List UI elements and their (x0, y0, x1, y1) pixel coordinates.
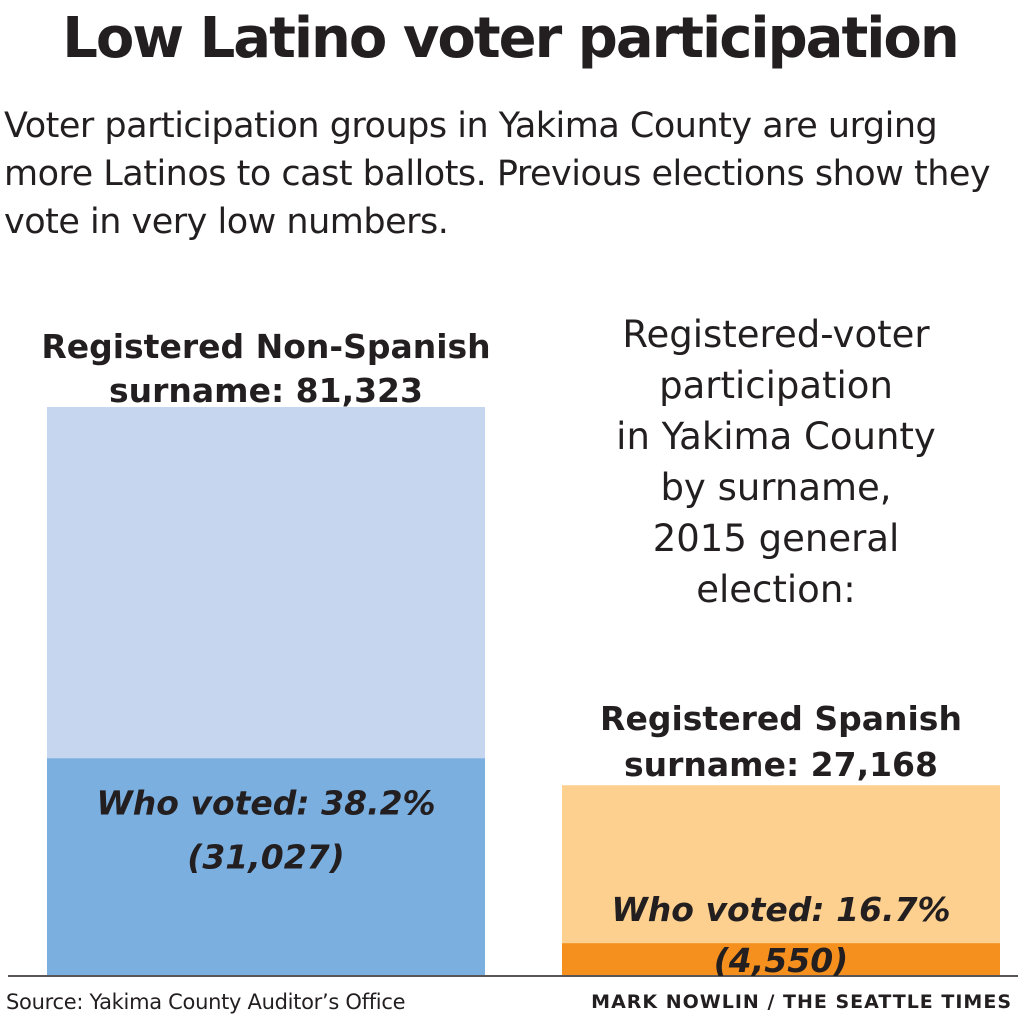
credit-line: MARK NOWLIN / THE SEATTLE TIMES (591, 991, 1012, 1013)
label-voted-non-spanish-line-1: Who voted: 38.2% (96, 783, 435, 822)
chart-subtitle: Voter participation groups in Yakima Cou… (4, 106, 991, 242)
label-registered-spanish-line-1: Registered Spanish (600, 699, 962, 738)
bar-voted-non-spanish (47, 758, 485, 975)
label-registered-non-spanish-line-2: surname: 81,323 (109, 371, 423, 410)
chart-title: Low Latino voter participation (62, 6, 960, 71)
chart-caption-line-6: election: (696, 568, 856, 611)
label-registered-spanish-line-2: surname: 27,168 (624, 745, 938, 784)
source-note: Source: Yakima County Auditor’s Office (6, 990, 406, 1014)
label-voted-spanish-line-2: (4,550) (714, 941, 849, 980)
bar-voted-spanish (562, 943, 1000, 975)
label-registered-non-spanish-line-1: Registered Non-Spanish (41, 327, 490, 366)
chart-caption-line-2: participation (659, 364, 893, 407)
chart-caption-line-4: by surname, (660, 466, 891, 509)
label-voted-spanish-line-1: Who voted: 16.7% (611, 890, 950, 929)
chart-caption-line-1: Registered-voter (622, 313, 930, 356)
chart-caption-line-3: in Yakima County (616, 415, 936, 458)
chart-caption-line-5: 2015 general (653, 517, 900, 560)
label-voted-non-spanish-line-2: (31,027) (187, 837, 345, 876)
